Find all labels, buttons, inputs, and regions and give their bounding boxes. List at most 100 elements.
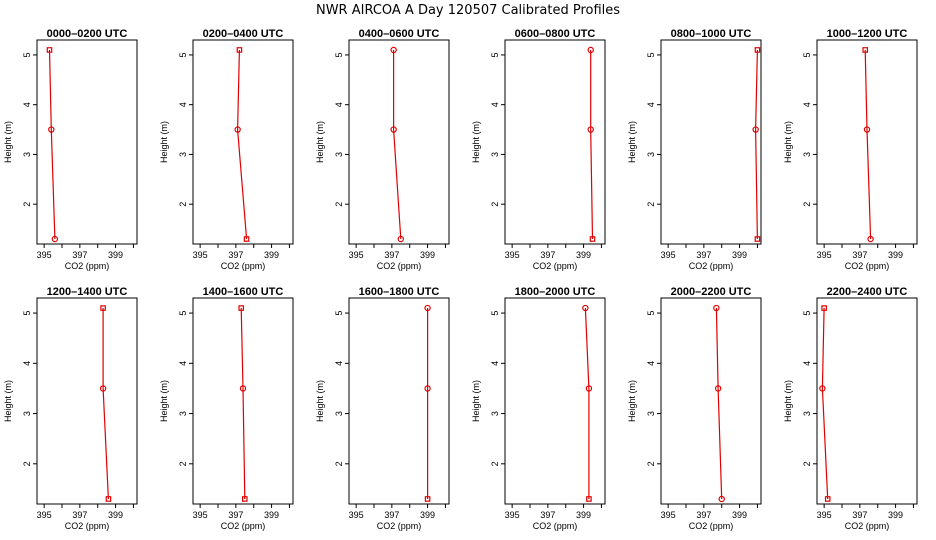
x-tick-label: 397: [852, 250, 867, 260]
co2-profile-line: [236, 49, 248, 240]
chart-panel: 1400–1600 UTC 395 397 399 2 3 4 5 CO2 (ppm) Heigh…: [159, 286, 294, 531]
y-tick-label: 2: [802, 461, 812, 466]
x-tick-label: 397: [540, 510, 555, 520]
x-tick-label: 395: [661, 250, 676, 260]
panel-grid: 0000–0200 UTC 395 397 399 2 3 4 5 CO2 (ppm) Heigh…: [3, 28, 918, 531]
plot-frame: [660, 297, 762, 505]
data-point: [243, 236, 250, 242]
data-point: [99, 385, 107, 392]
x-tick-label: 399: [888, 250, 903, 260]
x-tick-label: 399: [888, 510, 903, 520]
x-tick-label: 399: [576, 250, 591, 260]
y-axis-label: Height (m): [159, 380, 169, 422]
data-point: [236, 47, 243, 53]
y-tick-label: 5: [490, 311, 500, 316]
chart-panel: 1000–1200 UTC 395 397 399 2 3 4 5 CO2 (ppm) Heigh…: [783, 28, 918, 271]
y-tick-label: 2: [334, 461, 344, 466]
x-tick-label: 397: [228, 510, 243, 520]
co2-profile-line: [864, 49, 872, 240]
data-point: [754, 47, 761, 53]
x-axis-label: CO2 (ppm): [221, 261, 266, 271]
chart-panel: 2200–2400 UTC 395 397 399 2 3 4 5 CO2 (ppm) Heigh…: [783, 286, 918, 531]
y-tick-label: 5: [22, 311, 32, 316]
y-tick-label: 5: [178, 311, 188, 316]
plot-frame: [36, 39, 138, 245]
plot-frame: [192, 39, 294, 245]
panel-title: 1600–1800 UTC: [359, 286, 440, 298]
y-tick-label: 3: [646, 411, 656, 416]
data-point: [100, 305, 106, 311]
y-tick-label: 4: [802, 361, 812, 366]
panel-title: 1400–1600 UTC: [203, 286, 284, 298]
y-axis-label: Height (m): [315, 380, 325, 422]
chart-panel: 0800–1000 UTC 395 397 399 2 3 4 5 CO2 (ppm) Heigh…: [627, 28, 762, 271]
x-tick-label: 395: [37, 250, 52, 260]
x-tick-label: 397: [72, 510, 87, 520]
x-axis-label: CO2 (ppm): [533, 261, 578, 271]
panel-title: 0800–1000 UTC: [671, 28, 752, 40]
x-axis-label: CO2 (ppm): [533, 521, 578, 531]
plot-frame: [660, 39, 762, 245]
y-tick-label: 4: [490, 102, 500, 107]
co2-profile-line: [821, 307, 829, 500]
y-tick-label: 3: [490, 152, 500, 157]
y-tick-label: 3: [802, 152, 812, 157]
x-tick-label: 399: [264, 250, 279, 260]
x-tick-label: 395: [37, 510, 52, 520]
x-axis-label: CO2 (ppm): [845, 521, 890, 531]
chart-panel: 1800–2000 UTC 395 397 399 2 3 4 5 CO2 (ppm) Heigh…: [471, 286, 606, 531]
chart-panel: 1600–1800 UTC 395 397 399 2 3 4 5 CO2 (ppm) Heigh…: [315, 286, 450, 531]
x-tick-label: 399: [264, 510, 279, 520]
x-tick-label: 399: [420, 510, 435, 520]
data-point: [587, 46, 594, 54]
plot-frame: [816, 39, 918, 245]
data-point: [397, 235, 404, 243]
x-axis-label: CO2 (ppm): [845, 261, 890, 271]
y-tick-label: 4: [334, 361, 344, 366]
panel-title: 1800–2000 UTC: [515, 286, 596, 298]
x-axis-label: CO2 (ppm): [689, 521, 734, 531]
data-point: [585, 385, 593, 392]
co2-profile-line: [715, 307, 723, 500]
data-point: [824, 496, 831, 502]
y-tick-label: 4: [178, 361, 188, 366]
data-point: [390, 126, 397, 133]
x-tick-label: 397: [540, 250, 555, 260]
x-tick-label: 397: [228, 250, 243, 260]
y-tick-label: 5: [802, 311, 812, 316]
y-tick-label: 5: [802, 52, 812, 57]
y-tick-label: 2: [646, 202, 656, 207]
y-tick-label: 5: [646, 52, 656, 57]
data-point: [714, 385, 722, 392]
y-tick-label: 5: [178, 52, 188, 57]
x-tick-label: 395: [349, 510, 364, 520]
figure-title: NWR AIRCOA A Day 120507 Calibrated Profi…: [316, 3, 620, 18]
x-axis-label: CO2 (ppm): [377, 521, 422, 531]
data-point: [582, 304, 589, 312]
y-tick-label: 5: [334, 52, 344, 57]
y-tick-label: 5: [490, 52, 500, 57]
y-tick-label: 2: [490, 202, 500, 207]
y-tick-label: 2: [646, 461, 656, 466]
x-tick-label: 395: [661, 510, 676, 520]
y-tick-label: 2: [22, 461, 32, 466]
y-tick-label: 3: [490, 411, 500, 416]
chart-panel: 0200–0400 UTC 395 397 399 2 3 4 5 CO2 (ppm) Heigh…: [159, 28, 294, 271]
panel-title: 0200–0400 UTC: [203, 28, 284, 40]
y-tick-label: 3: [178, 411, 188, 416]
plot-frame: [36, 297, 138, 505]
x-tick-label: 399: [732, 250, 747, 260]
x-tick-label: 397: [852, 510, 867, 520]
y-tick-label: 3: [802, 411, 812, 416]
y-tick-label: 3: [178, 152, 188, 157]
data-point: [589, 236, 596, 242]
y-tick-label: 2: [178, 202, 188, 207]
x-tick-label: 397: [696, 510, 711, 520]
y-tick-label: 4: [490, 361, 500, 366]
panel-title: 0000–0200 UTC: [47, 28, 128, 40]
data-point: [234, 126, 241, 133]
y-tick-label: 3: [22, 152, 32, 157]
co2-profile-line: [393, 50, 402, 240]
y-tick-label: 4: [22, 102, 32, 107]
data-point: [424, 385, 431, 392]
